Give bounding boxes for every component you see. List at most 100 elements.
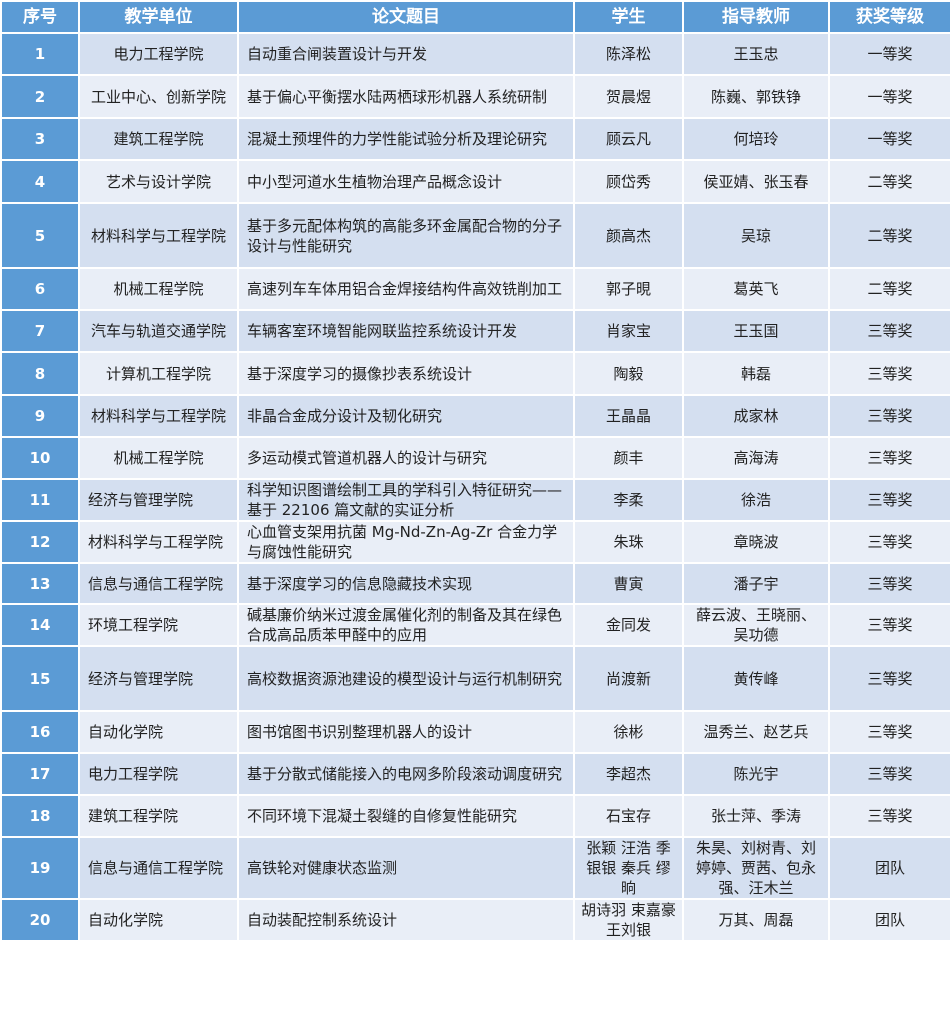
row-title: 基于分散式储能接入的电网多阶段滚动调度研究: [237, 752, 575, 796]
table-row: 5 材料科学与工程学院 基于多元配体构筑的高能多环金属配合物的分子设计与性能研究 颜高…: [0, 202, 950, 269]
row-dept: 工业中心、创新学院: [78, 74, 239, 119]
row-award: 三等奖: [828, 394, 950, 438]
row-award: 一等奖: [828, 74, 950, 119]
row-student: 李超杰: [573, 752, 684, 796]
row-title: 不同环境下混凝土裂缝的自修复性能研究: [237, 794, 575, 838]
table-row: 7 汽车与轨道交通学院 车辆客室环境智能网联监控系统设计开发 肖家宝 王玉国 三等奖: [0, 309, 950, 353]
row-dept: 环境工程学院: [78, 603, 239, 647]
row-number: 9: [0, 394, 80, 438]
row-award: 一等奖: [828, 117, 950, 161]
row-award: 三等奖: [828, 710, 950, 754]
row-advisor: 温秀兰、赵艺兵: [682, 710, 830, 754]
header-dept: 教学单位: [78, 0, 239, 34]
row-advisor: 何培玲: [682, 117, 830, 161]
row-advisor: 徐浩: [682, 478, 830, 522]
row-student: 贺晨煜: [573, 74, 684, 119]
row-award: 三等奖: [828, 794, 950, 838]
row-dept: 信息与通信工程学院: [78, 562, 239, 605]
table-row: 16 自动化学院 图书馆图书识别整理机器人的设计 徐彬 温秀兰、赵艺兵 三等奖: [0, 710, 950, 754]
row-dept: 建筑工程学院: [78, 117, 239, 161]
table-row: 13 信息与通信工程学院 基于深度学习的信息隐藏技术实现 曹寅 潘子宇 三等奖: [0, 562, 950, 605]
row-dept: 机械工程学院: [78, 267, 239, 311]
table-row: 14 环境工程学院 碱基廉价纳米过渡金属催化剂的制备及其在绿色合成高品质苯甲醛中的应…: [0, 603, 950, 647]
row-award: 三等奖: [828, 309, 950, 353]
row-dept: 经济与管理学院: [78, 478, 239, 522]
row-advisor: 侯亚婧、张玉春: [682, 159, 830, 204]
row-advisor: 王玉国: [682, 309, 830, 353]
row-dept: 电力工程学院: [78, 752, 239, 796]
row-student: 肖家宝: [573, 309, 684, 353]
row-student: 朱珠: [573, 520, 684, 564]
table-row: 15 经济与管理学院 高校数据资源池建设的模型设计与运行机制研究 尚渡新 黄传峰 三等奖: [0, 645, 950, 712]
row-title: 图书馆图书识别整理机器人的设计: [237, 710, 575, 754]
row-number: 13: [0, 562, 80, 605]
row-advisor: 吴琼: [682, 202, 830, 269]
row-dept: 信息与通信工程学院: [78, 836, 239, 900]
table-row: 12 材料科学与工程学院 心血管支架用抗菌 Mg-Nd-Zn-Ag-Zr 合金力学与…: [0, 520, 950, 564]
row-number: 12: [0, 520, 80, 564]
row-title: 自动装配控制系统设计: [237, 898, 575, 942]
row-student: 陈泽松: [573, 32, 684, 76]
row-award: 三等奖: [828, 752, 950, 796]
row-student: 郭子晛: [573, 267, 684, 311]
table-row: 6 机械工程学院 高速列车车体用铝合金焊接结构件高效铣削加工 郭子晛 葛英飞 二等奖: [0, 267, 950, 311]
header-advisor: 指导教师: [682, 0, 830, 34]
table-row: 20 自动化学院 自动装配控制系统设计 胡诗羽 束嘉豪 王刘银 万其、周磊 团队: [0, 898, 950, 942]
row-title: 心血管支架用抗菌 Mg-Nd-Zn-Ag-Zr 合金力学与腐蚀性能研究: [237, 520, 575, 564]
row-title: 基于偏心平衡摆水陆两栖球形机器人系统研制: [237, 74, 575, 119]
row-student: 徐彬: [573, 710, 684, 754]
row-title: 多运动模式管道机器人的设计与研究: [237, 436, 575, 480]
table-row: 8 计算机工程学院 基于深度学习的摄像抄表系统设计 陶毅 韩磊 三等奖: [0, 351, 950, 396]
row-title: 混凝土预埋件的力学性能试验分析及理论研究: [237, 117, 575, 161]
row-number: 11: [0, 478, 80, 522]
row-dept: 经济与管理学院: [78, 645, 239, 712]
row-advisor: 万其、周磊: [682, 898, 830, 942]
row-number: 14: [0, 603, 80, 647]
row-dept: 电力工程学院: [78, 32, 239, 76]
row-award: 三等奖: [828, 351, 950, 396]
row-dept: 机械工程学院: [78, 436, 239, 480]
row-advisor: 陈光宇: [682, 752, 830, 796]
header-title: 论文题目: [237, 0, 575, 34]
row-number: 6: [0, 267, 80, 311]
row-student: 顾云凡: [573, 117, 684, 161]
row-student: 王晶晶: [573, 394, 684, 438]
row-advisor: 葛英飞: [682, 267, 830, 311]
row-student: 李柔: [573, 478, 684, 522]
table-row: 11 经济与管理学院 科学知识图谱绘制工具的学科引入特征研究——基于 22106 篇…: [0, 478, 950, 522]
row-advisor: 潘子宇: [682, 562, 830, 605]
row-number: 10: [0, 436, 80, 480]
row-dept: 材料科学与工程学院: [78, 394, 239, 438]
row-award: 三等奖: [828, 478, 950, 522]
row-title: 车辆客室环境智能网联监控系统设计开发: [237, 309, 575, 353]
row-number: 5: [0, 202, 80, 269]
row-award: 一等奖: [828, 32, 950, 76]
row-title: 非晶合金成分设计及韧化研究: [237, 394, 575, 438]
row-award: 三等奖: [828, 645, 950, 712]
row-title: 高铁轮对健康状态监测: [237, 836, 575, 900]
row-student: 金同发: [573, 603, 684, 647]
table-row: 2 工业中心、创新学院 基于偏心平衡摆水陆两栖球形机器人系统研制 贺晨煜 陈巍、郭铁铮一…: [0, 74, 950, 119]
row-number: 2: [0, 74, 80, 119]
row-award: 三等奖: [828, 603, 950, 647]
row-title: 基于深度学习的摄像抄表系统设计: [237, 351, 575, 396]
table-row: 4 艺术与设计学院 中小型河道水生植物治理产品概念设计 顾岱秀 侯亚婧、张玉春 二等奖: [0, 159, 950, 204]
row-advisor: 韩磊: [682, 351, 830, 396]
table-row: 9 材料科学与工程学院 非晶合金成分设计及韧化研究 王晶晶 成家林 三等奖: [0, 394, 950, 438]
table-row: 18 建筑工程学院 不同环境下混凝土裂缝的自修复性能研究 石宝存 张士萍、季涛 三等奖: [0, 794, 950, 838]
awards-table: 序号 教学单位 论文题目 学生 指导教师 获奖等级 1 电力工程学院 自动重合闸装置…: [0, 0, 950, 942]
row-number: 1: [0, 32, 80, 76]
table-row: 10 机械工程学院 多运动模式管道机器人的设计与研究 颜丰 高海涛 三等奖: [0, 436, 950, 480]
row-advisor: 黄传峰: [682, 645, 830, 712]
row-dept: 材料科学与工程学院: [78, 520, 239, 564]
header-row: 序号 教学单位 论文题目 学生 指导教师 获奖等级: [0, 0, 950, 34]
row-award: 三等奖: [828, 436, 950, 480]
row-advisor: 王玉忠: [682, 32, 830, 76]
row-student: 陶毅: [573, 351, 684, 396]
row-award: 二等奖: [828, 202, 950, 269]
row-dept: 艺术与设计学院: [78, 159, 239, 204]
row-student: 张颖 汪浩 季银银 秦兵 缪晌: [573, 836, 684, 900]
row-student: 石宝存: [573, 794, 684, 838]
header-no: 序号: [0, 0, 80, 34]
row-student: 曹寅: [573, 562, 684, 605]
